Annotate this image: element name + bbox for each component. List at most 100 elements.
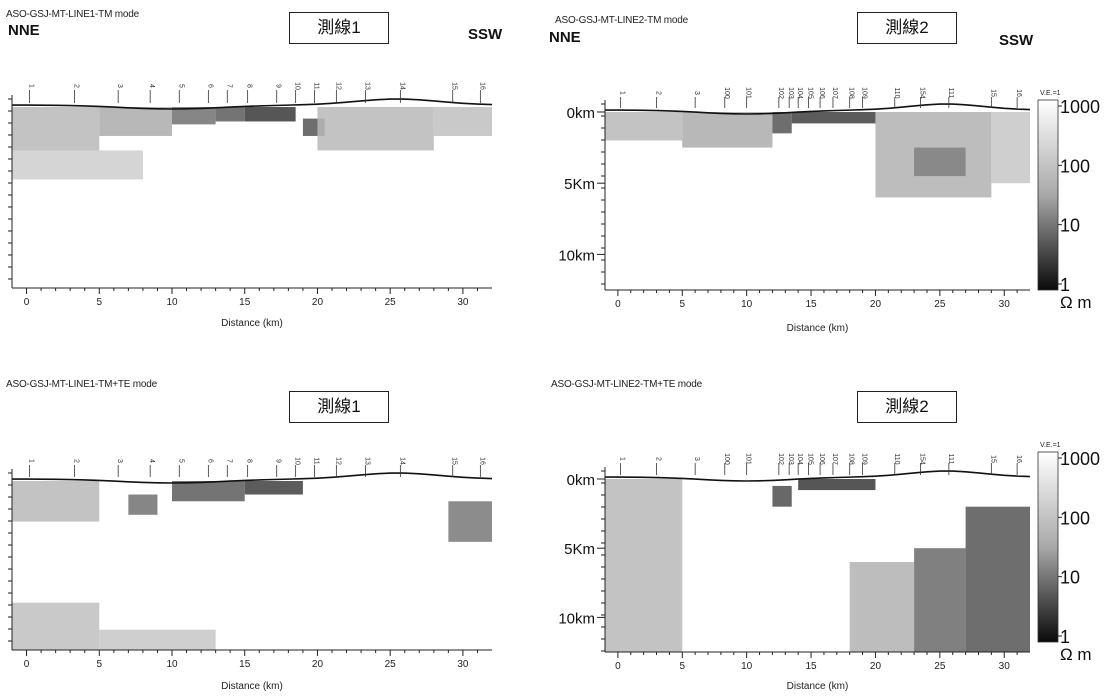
station-label: 16	[1015, 455, 1022, 463]
x-tick-label: 15	[805, 299, 817, 310]
x-tick-label: 30	[457, 297, 469, 308]
x-tick-label: 10	[166, 297, 178, 308]
resistivity-cell	[244, 481, 303, 495]
colorbar-gradient	[1037, 451, 1059, 643]
x-tick-label: 10	[166, 659, 178, 670]
station-label: 6	[206, 84, 213, 88]
x-tick-label: 5	[679, 661, 685, 672]
x-tick-label: 20	[870, 299, 882, 310]
x-axis-label: Distance (km)	[221, 681, 283, 692]
topography-line	[11, 98, 493, 110]
topography-line	[604, 103, 1031, 115]
resistivity-cell	[99, 107, 172, 136]
x-tick-label: 5	[679, 299, 685, 310]
section-plot: 0 5 10 15 20 25 30 Distance (km) 0km 5Km 10km 1 2 3 10…	[558, 87, 1031, 334]
station-label: 6	[206, 459, 213, 463]
x-tick-label: 20	[312, 297, 324, 308]
panel-line2-tm: ASO-GSJ-MT-LINE2-TM mode NNE 測線2 SSW 0 5 1…	[549, 0, 1110, 349]
resistivity-cell	[772, 485, 792, 507]
station-label: 13	[363, 82, 370, 90]
station-label: 108	[848, 453, 855, 465]
station-label: 110	[893, 87, 900, 98]
resistivity-cell	[914, 147, 966, 177]
station-label: 2	[655, 457, 662, 461]
station-label: 15	[451, 457, 458, 465]
station-label: 1	[618, 91, 625, 95]
station-label: 3	[116, 459, 123, 463]
resistivity-cell	[12, 107, 100, 151]
station-label: 10	[294, 457, 301, 465]
panel-line1-tm: ASO-GSJ-MT-LINE1-TM mode NNE 測線1 SSW 0 5 1…	[0, 0, 555, 349]
station-label: 14	[398, 457, 405, 465]
station-label: 103	[787, 87, 794, 99]
station-label: 8	[246, 459, 253, 463]
topography-line	[11, 472, 493, 484]
station-label: 1	[618, 457, 625, 461]
line-label-box: 測線2	[857, 391, 957, 423]
depth-tick-label: 10km	[558, 247, 595, 264]
resistivity-cell	[965, 506, 1030, 652]
station-label: 102	[777, 87, 784, 99]
station-label: 107	[831, 453, 838, 465]
x-tick-label: 20	[312, 659, 324, 670]
station-label: 4	[148, 84, 155, 88]
depth-tick-label: 0km	[567, 472, 595, 489]
resistivity-cell	[12, 481, 100, 522]
right-direction-label: SSW	[999, 32, 1034, 49]
resistivity-cell	[605, 112, 683, 141]
station-label: 100	[723, 453, 730, 465]
station-label: 4	[148, 459, 155, 463]
station-label: 12	[334, 82, 341, 90]
resistivity-cell	[215, 107, 245, 122]
resistivity-cell	[433, 107, 492, 136]
station-label: 16	[478, 457, 485, 465]
station-label: 154	[919, 87, 926, 99]
panel-title: ASO-GSJ-MT-LINE2-TM+TE mode	[551, 379, 703, 390]
ve-label: V.E.=1	[1040, 90, 1061, 97]
station-label: 7	[225, 84, 232, 88]
station-label: 3	[693, 91, 700, 95]
station-label: 14	[398, 82, 405, 90]
colorbar-tick-label: 10	[1060, 568, 1080, 588]
x-tick-label: 5	[96, 297, 102, 308]
x-tick-label: 20	[870, 661, 882, 672]
station-label: 7	[225, 459, 232, 463]
x-tick-label: 15	[805, 661, 817, 672]
station-label: 110	[893, 453, 900, 464]
resistivity-cell	[12, 602, 100, 650]
resistivity-cell	[244, 107, 296, 122]
resistivity-cell	[128, 494, 158, 515]
station-label: 16	[478, 82, 485, 90]
resistivity-cell	[317, 107, 434, 151]
resistivity-cell	[99, 629, 216, 650]
colorbar-unit: Ω m	[1060, 293, 1092, 312]
station-label: 109	[861, 87, 868, 99]
resistivity-cell	[172, 481, 245, 502]
x-tick-label: 10	[741, 299, 753, 310]
x-tick-label: 0	[24, 659, 30, 670]
station-label: 101	[745, 87, 752, 99]
depth-tick-label: 5Km	[564, 541, 595, 558]
topography-line	[604, 470, 1031, 482]
station-label: 108	[848, 87, 855, 99]
station-label: 13	[363, 457, 370, 465]
station-label: 106	[818, 453, 825, 465]
resistivity-cell	[791, 112, 876, 124]
station-label: 10	[294, 82, 301, 90]
station-label: 16	[1015, 89, 1022, 97]
x-tick-label: 0	[615, 661, 621, 672]
panel-title: ASO-GSJ-MT-LINE1-TM+TE mode	[6, 379, 158, 390]
station-label: 9	[275, 459, 282, 463]
colorbar-tick-label: 1000	[1060, 97, 1100, 117]
station-label: 104	[796, 453, 803, 465]
x-tick-label: 25	[934, 299, 946, 310]
x-tick-label: 25	[385, 297, 397, 308]
left-direction-label: NNE	[8, 22, 40, 39]
x-tick-label: 0	[615, 299, 621, 310]
colorbar-unit: Ω m	[1060, 645, 1092, 664]
station-label: 1	[27, 84, 34, 88]
right-direction-label: SSW	[468, 26, 503, 43]
station-label: 154	[919, 453, 926, 465]
